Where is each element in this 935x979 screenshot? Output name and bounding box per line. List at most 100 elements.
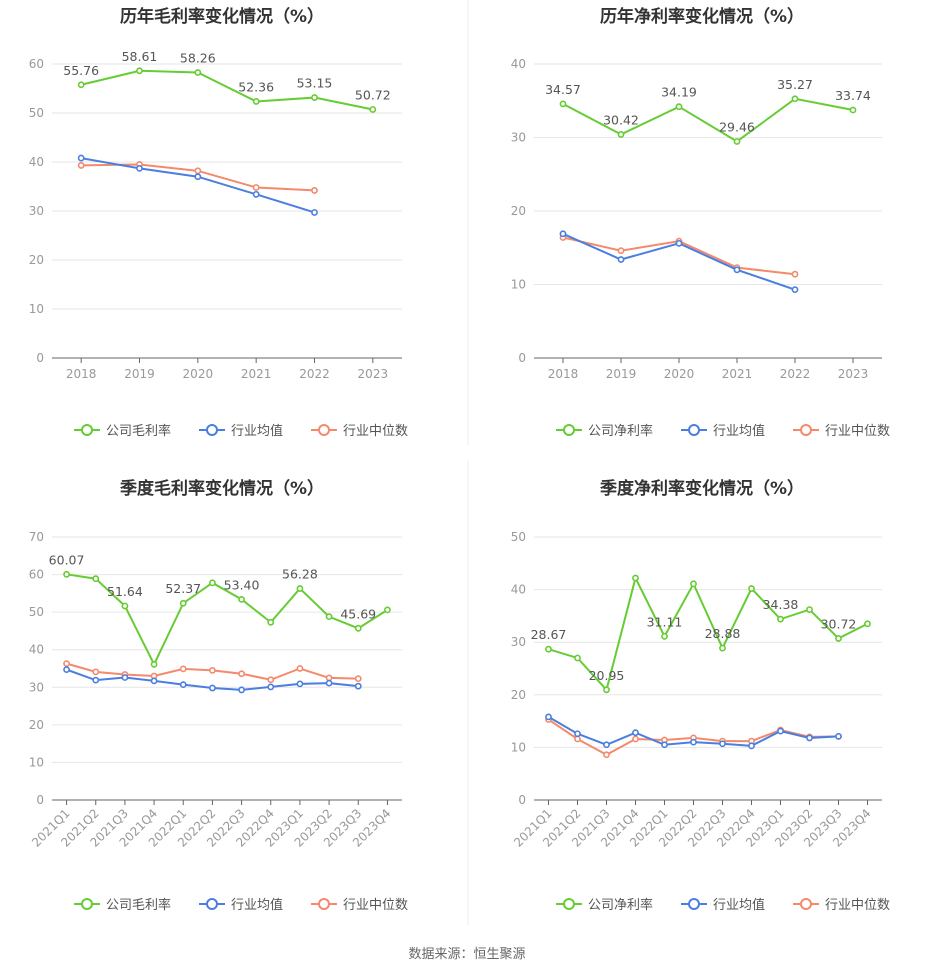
annual-gross-x-tick-label: 2023 <box>358 367 389 381</box>
quarterly-gross-y-tick-label: 60 <box>29 568 44 582</box>
quarterly-net-company-line <box>548 575 868 692</box>
quarterly-gross-industry_avg-point <box>325 679 333 687</box>
quarterly-gross-company-point <box>92 575 100 583</box>
annual-net-industry_median-point <box>617 247 625 255</box>
quarterly-gross-legend-industry_median[interactable]: 行业中位数 <box>311 898 408 913</box>
quarterly-net-industry_avg-point <box>661 741 668 749</box>
quarterly-gross-legend-company[interactable]: 公司毛利率 <box>74 897 171 913</box>
annual-gross-data-label: 58.61 <box>122 49 158 64</box>
annual-net-data-label: 34.19 <box>661 85 697 100</box>
annual-gross-legend-company[interactable]: 公司毛利率 <box>74 423 171 439</box>
quarterly-gross-y-tick-label: 20 <box>29 718 44 732</box>
annual-net-data-label: 29.46 <box>719 119 755 134</box>
quarterly-net-industry_avg-point <box>748 742 755 750</box>
quarterly-gross-industry_avg-point <box>63 666 70 674</box>
legend-label: 行业均值 <box>231 423 283 439</box>
annual-gross-company-point <box>77 81 85 89</box>
quarterly-net-company-point <box>661 632 668 640</box>
legend-label: 行业中位数 <box>825 424 890 439</box>
annual-gross-x-tick-label: 2018 <box>66 367 97 381</box>
annual-gross-x-tick-label: 2019 <box>124 367 155 381</box>
quarterly-gross-company-point <box>63 570 70 578</box>
annual-gross-legend-industry_avg[interactable]: 行业均值 <box>199 423 283 439</box>
quarterly-gross-data-label: 60.07 <box>49 552 85 567</box>
annual-net-legend-company[interactable]: 公司净利率 <box>556 423 653 439</box>
quarterly-net-industry_avg-point <box>545 713 552 721</box>
annual-gross-chart: 历年毛利率变化情况（%） 0 10 20 30 40 50 60 2018 2019 2020 202… <box>29 6 408 439</box>
quarterly-gross-industry_avg-point <box>121 674 129 681</box>
annual-net-legend-industry_avg[interactable]: 行业均值 <box>681 423 765 439</box>
quarterly-gross-industry_avg-point <box>209 684 216 692</box>
quarterly-net-company-point <box>719 644 726 652</box>
annual-net-company-point <box>791 95 799 103</box>
quarterly-gross-company-point <box>354 624 362 632</box>
annual-gross-industry_avg-point <box>136 164 143 172</box>
quarterly-gross-y-tick-label: 0 <box>36 793 44 807</box>
annual-gross-company-point <box>369 106 377 113</box>
quarterly-net-company-point <box>632 574 639 582</box>
quarterly-net-data-label: 34.38 <box>763 597 799 612</box>
legend-label: 行业中位数 <box>343 898 408 913</box>
legend-marker-icon <box>318 898 330 910</box>
quarterly-net-y-tick-label: 30 <box>511 635 526 649</box>
quarterly-gross-industry_median-point <box>354 675 362 683</box>
quarterly-gross-y-tick-label: 30 <box>29 680 44 694</box>
annual-gross-industry_avg-line <box>80 157 315 214</box>
annual-gross-data-label: 55.76 <box>63 63 99 78</box>
quarterly-gross-title: 季度毛利率变化情况（%） <box>120 478 324 499</box>
quarterly-gross-industry_avg-point <box>150 677 158 685</box>
annual-gross-industry_median-point <box>311 187 318 194</box>
quarterly-gross-legend-industry_avg[interactable]: 行业均值 <box>199 897 283 913</box>
annual-gross-data-label: 53.15 <box>297 76 333 91</box>
quarterly-gross-y-tick-label: 10 <box>29 755 44 769</box>
annual-gross-industry_avg-point <box>311 209 318 216</box>
quarterly-gross-chart: 季度毛利率变化情况（%）0102030405060702021Q12021Q22… <box>29 478 408 913</box>
annual-net-company-point <box>559 100 567 108</box>
quarterly-gross-y-tick-label: 40 <box>29 643 44 657</box>
annual-net-x-tick-label: 2020 <box>664 367 695 381</box>
annual-gross-legend-industry_median[interactable]: 行业中位数 <box>311 424 408 439</box>
annual-gross-y-tick-label: 20 <box>29 253 44 267</box>
legend-marker-icon <box>563 898 575 910</box>
quarterly-gross-industry_median-point <box>92 668 100 676</box>
quarterly-gross-y-tick-label: 50 <box>29 605 44 619</box>
annual-net-industry_median-point <box>791 270 799 278</box>
annual-gross-company-line <box>80 69 374 111</box>
quarterly-net-industry_avg-point <box>574 730 581 738</box>
quarterly-net-industry_avg-point <box>835 732 842 740</box>
quarterly-net-industry_avg-point <box>690 738 697 746</box>
annual-net-x-tick-label: 2021 <box>722 367 753 381</box>
quarterly-net-company-point <box>603 686 610 694</box>
quarterly-gross-industry_median-point <box>209 666 216 674</box>
quarterly-net-industry_avg-point <box>603 741 610 749</box>
annual-net-data-label: 34.57 <box>545 82 581 97</box>
annual-gross-y-tick-label: 30 <box>29 204 44 218</box>
quarterly-net-industry_avg-point <box>806 734 813 742</box>
legend-marker-icon <box>688 424 700 436</box>
legend-marker-icon <box>81 424 93 436</box>
annual-gross-data-label: 50.72 <box>355 87 391 102</box>
quarterly-gross-data-label: 52.37 <box>165 581 201 596</box>
annual-net-industry_avg-point <box>791 286 799 294</box>
annual-gross-x-tick-label: 2020 <box>183 367 214 381</box>
legend-marker-icon <box>563 424 575 436</box>
quarterly-gross-company-point <box>325 613 333 621</box>
quarterly-gross-data-label: 53.40 <box>224 577 260 592</box>
quarterly-gross-company-point <box>209 579 216 587</box>
annual-net-company-point <box>675 103 683 111</box>
quarterly-net-industry_median-point <box>603 751 610 759</box>
legend-marker-icon <box>688 898 700 910</box>
quarterly-net-legend-industry_avg[interactable]: 行业均值 <box>681 897 765 913</box>
annual-net-legend-industry_median[interactable]: 行业中位数 <box>793 424 890 439</box>
quarterly-net-legend-industry_median[interactable]: 行业中位数 <box>793 898 890 913</box>
quarterly-net-industry_median-point <box>632 735 639 743</box>
quarterly-gross-company-point <box>179 599 187 607</box>
annual-net-industry_avg-point <box>733 266 741 274</box>
quarterly-gross-data-label: 45.69 <box>340 606 376 621</box>
annual-gross-x-tick-label: 2022 <box>299 367 330 381</box>
quarterly-net-legend-company[interactable]: 公司净利率 <box>556 897 653 913</box>
quarterly-gross-data-label: 51.64 <box>107 584 143 599</box>
legend-marker-icon <box>800 898 812 910</box>
legend-label: 公司毛利率 <box>106 423 171 439</box>
